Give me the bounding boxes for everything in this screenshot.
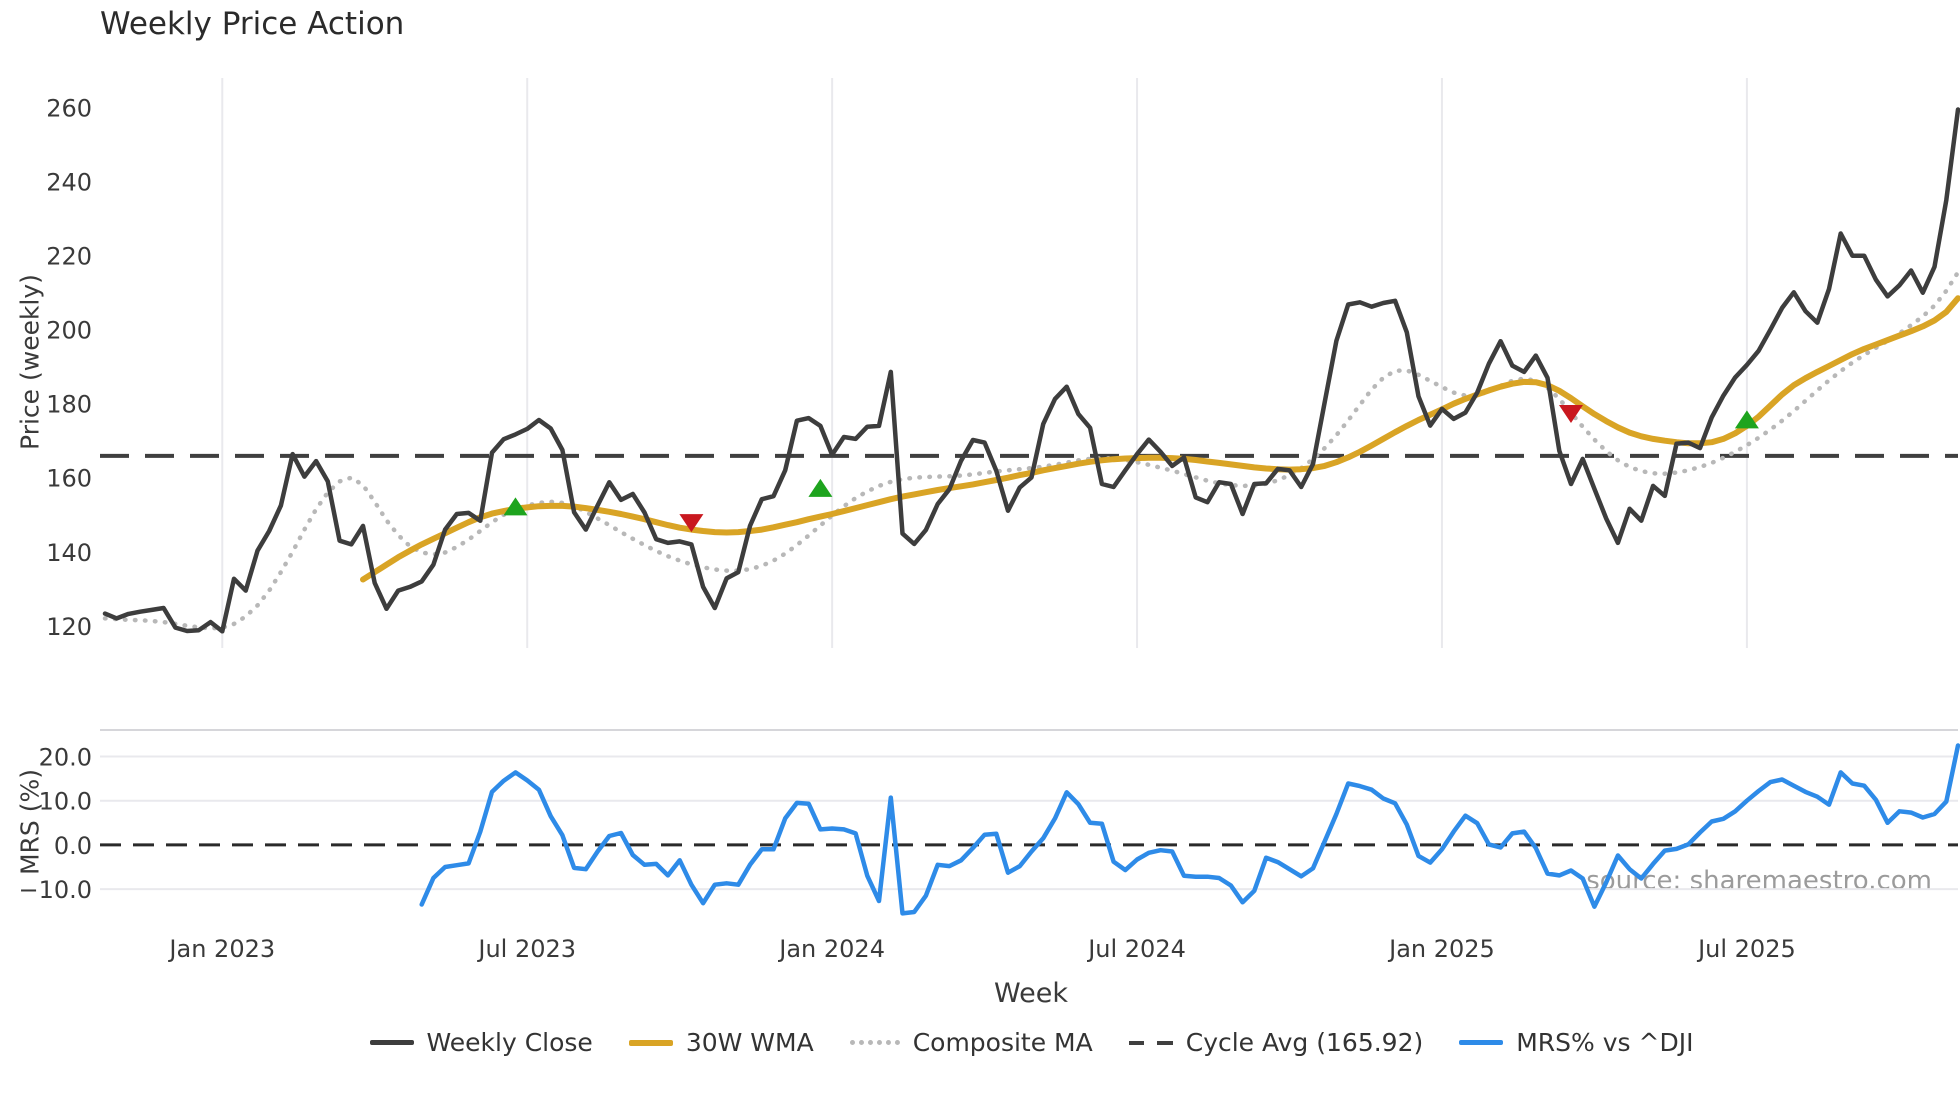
source-watermark: source: sharemaestro.com [1586, 866, 1932, 896]
price-tick-label: 140 [46, 539, 92, 567]
mrs-tick-label: −10.0 [18, 876, 92, 904]
mrs-tick-label: 10.0 [39, 788, 92, 816]
mrs-line [419, 743, 1960, 916]
legend-label: Cycle Avg (165.92) [1185, 1028, 1424, 1057]
buy-signal-icon [503, 497, 528, 516]
mrs-swatch-icon [1459, 1040, 1504, 1045]
x-axis-label: Week [994, 978, 1068, 1009]
weekly-close-swatch-icon [369, 1040, 414, 1045]
price-tick-label: 180 [46, 391, 92, 419]
legend-item-mrs: MRS% vs ^DJI [1459, 1028, 1693, 1057]
price-tick-label: 200 [46, 317, 92, 345]
sell-signal-icon [1558, 404, 1583, 423]
x-tick-label: Jan 2025 [1387, 935, 1495, 963]
sell-signal-icon [679, 514, 704, 533]
legend-label: Weekly Close [426, 1028, 593, 1057]
legend-label: 30W WMA [685, 1028, 814, 1057]
legend-item-composite-ma: Composite MA [849, 1028, 1093, 1057]
legend: Weekly Close 30W WMA Composite MA Cycle … [105, 1028, 1958, 1057]
chart-title: Weekly Price Action [100, 6, 405, 42]
price-tick-label: 240 [46, 169, 92, 197]
buy-signal-icon [1734, 410, 1759, 429]
price-tick-label: 120 [46, 613, 92, 641]
price-tick-label: 220 [46, 243, 92, 271]
mrs-tick-label: 20.0 [39, 744, 92, 772]
wma-swatch-icon [628, 1039, 673, 1046]
composite-ma-line [102, 270, 1960, 631]
legend-item-30w-wma: 30W WMA [628, 1028, 814, 1057]
legend-item-cycle-avg: Cycle Avg (165.92) [1128, 1028, 1424, 1057]
x-tick-label: Jul 2025 [1696, 935, 1796, 963]
price-tick-label: 160 [46, 465, 92, 493]
legend-label: MRS% vs ^DJI [1516, 1028, 1694, 1057]
price-tick-label: 260 [46, 95, 92, 123]
legend-item-weekly-close: Weekly Close [369, 1028, 593, 1057]
composite-swatch-icon [849, 1040, 900, 1045]
x-tick-label: Jan 2024 [777, 935, 885, 963]
mrs-tick-label: 0.0 [54, 832, 92, 860]
x-tick-label: Jul 2024 [1086, 935, 1186, 963]
wma-line [360, 295, 1960, 583]
x-tick-label: Jul 2023 [476, 935, 576, 963]
x-tick-label: Jan 2023 [167, 935, 275, 963]
weekly-close-line [102, 107, 1960, 634]
buy-signal-icon [808, 478, 833, 497]
legend-label: Composite MA [912, 1028, 1093, 1057]
cycle-avg-swatch-icon [1128, 1040, 1173, 1045]
